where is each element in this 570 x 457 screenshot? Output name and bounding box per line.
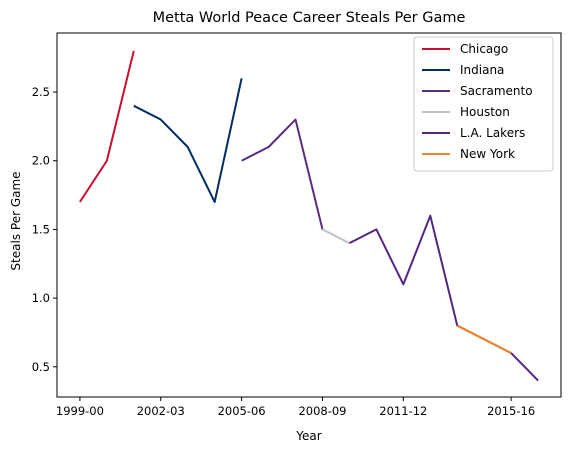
series-line-sacramento — [241, 118, 324, 230]
y-tick-label: 2.5 — [32, 85, 50, 99]
plot-frame — [56, 32, 562, 398]
y-tick-label: 0.5 — [32, 360, 50, 374]
y-axis-label: Steals Per Game — [9, 171, 23, 270]
x-tick-label: 1999-00 — [56, 404, 104, 418]
x-tick-label: 2002-03 — [137, 404, 185, 418]
x-axis: 1999-00 2002-03 2005-06 2008-09 2011-12 2015-… — [56, 397, 535, 418]
x-tick-label: 2011-12 — [379, 404, 427, 418]
x-axis-label: Year — [295, 429, 321, 443]
series-layer — [79, 50, 539, 382]
series-line-new-york — [456, 324, 512, 354]
x-tick-label: 2008-09 — [298, 404, 346, 418]
legend-label: Houston — [460, 105, 510, 119]
legend-label: Chicago — [460, 42, 508, 56]
series-line-indiana — [133, 78, 243, 203]
legend-label: L.A. Lakers — [460, 126, 525, 140]
legend-label: New York — [460, 147, 515, 161]
y-axis: 0.5 1.0 1.5 2.0 2.5 — [32, 85, 57, 374]
series-line-chicago — [79, 50, 135, 203]
legend: Chicago Indiana Sacramento Houston L.A. Lake… — [413, 36, 554, 172]
y-tick-label: 1.0 — [32, 291, 50, 305]
series-line-houston — [322, 228, 350, 245]
x-tick-label: 2015-16 — [487, 404, 535, 418]
y-tick-label: 1.5 — [32, 222, 50, 236]
legend-label: Sacramento — [460, 84, 533, 98]
legend-label: Indiana — [460, 63, 504, 77]
y-tick-label: 2.0 — [32, 154, 50, 168]
x-tick-label: 2005-06 — [218, 404, 266, 418]
chart-title: Metta World Peace Career Steals Per Game — [153, 10, 466, 26]
